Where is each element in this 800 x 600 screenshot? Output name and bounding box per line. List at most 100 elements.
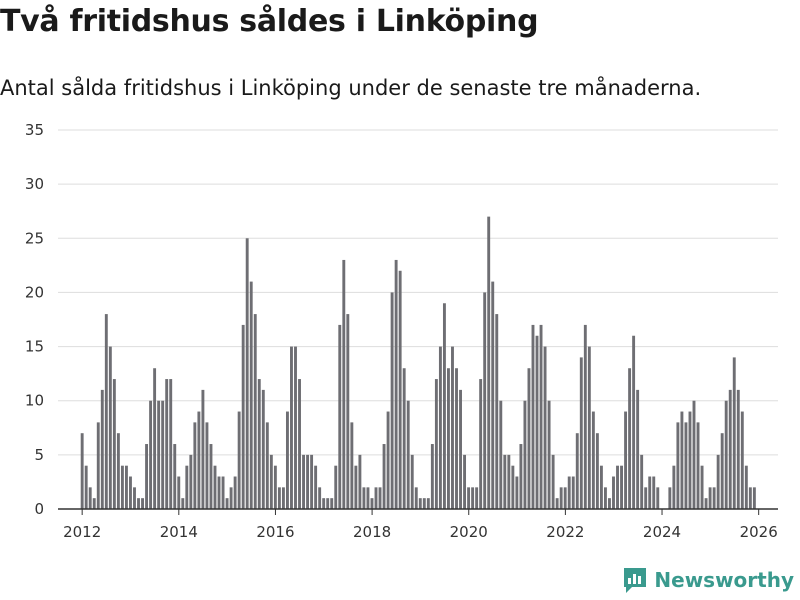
bar <box>438 346 442 509</box>
bar <box>656 487 660 509</box>
y-tick-label: 20 <box>25 283 44 301</box>
y-tick-label: 35 <box>25 121 44 139</box>
y-tick-label: 5 <box>34 446 44 464</box>
bar <box>648 476 652 509</box>
bar <box>318 487 322 509</box>
bar <box>241 324 245 509</box>
bar <box>426 498 430 509</box>
bar <box>406 400 410 509</box>
bar <box>245 238 249 510</box>
bar <box>310 454 314 509</box>
bar <box>96 422 100 509</box>
bar <box>382 444 386 509</box>
bar <box>116 433 120 509</box>
bar <box>285 411 289 509</box>
bar <box>141 498 144 509</box>
x-tick-label: 2022 <box>546 523 584 541</box>
bar <box>479 379 483 509</box>
bar <box>447 368 450 509</box>
bar <box>366 487 370 509</box>
bar <box>104 314 108 509</box>
y-tick-label: 25 <box>25 229 44 247</box>
bar <box>430 444 434 509</box>
bar <box>511 465 515 509</box>
bar <box>354 465 358 509</box>
bar <box>744 465 748 509</box>
bar <box>595 433 599 509</box>
x-tick-label: 2014 <box>160 523 198 541</box>
bar <box>475 487 479 509</box>
bar <box>157 400 161 509</box>
brand-name: Newsworthy <box>654 568 794 592</box>
bar <box>463 454 467 509</box>
y-tick-label: 15 <box>25 338 44 356</box>
bar <box>108 346 112 509</box>
bar <box>137 498 140 509</box>
bar <box>410 454 414 509</box>
bar <box>483 292 487 509</box>
chart-subtitle: Antal sålda fritidshus i Linköping under… <box>0 76 702 100</box>
x-tick-label: 2018 <box>353 523 391 541</box>
bar <box>326 498 330 509</box>
bar <box>153 368 157 509</box>
bar <box>261 389 265 509</box>
bar <box>555 498 559 509</box>
bar <box>652 476 656 509</box>
bar <box>704 498 708 509</box>
bar <box>563 487 567 509</box>
bar <box>294 346 297 509</box>
bar <box>414 487 418 509</box>
bar <box>527 368 531 509</box>
bar <box>269 454 273 509</box>
bar <box>209 444 213 509</box>
bar <box>491 281 495 509</box>
x-tick-label: 2020 <box>450 523 488 541</box>
bar <box>322 498 326 509</box>
y-tick-label: 30 <box>25 175 44 193</box>
bar <box>716 454 720 509</box>
bar <box>543 346 547 509</box>
bar <box>700 465 704 509</box>
bar <box>253 314 257 509</box>
bar <box>551 454 555 509</box>
bar <box>535 335 539 509</box>
bar <box>233 476 237 509</box>
bar <box>531 324 535 509</box>
bar <box>567 476 571 509</box>
bar <box>632 335 636 509</box>
bar <box>418 498 422 509</box>
bar <box>422 498 426 509</box>
bar <box>748 487 752 509</box>
bar <box>330 498 334 509</box>
bar <box>173 444 177 509</box>
bar <box>133 487 136 509</box>
y-tick-label: 0 <box>34 500 44 518</box>
bar <box>350 422 354 509</box>
bar <box>370 498 374 509</box>
bar <box>169 379 173 509</box>
bar <box>217 476 221 509</box>
bar <box>129 476 132 509</box>
bar <box>197 411 201 509</box>
bar <box>277 487 281 509</box>
bar <box>620 465 623 509</box>
brand-logo: Newsworthy <box>622 566 794 594</box>
bar <box>547 400 551 509</box>
bar <box>237 411 241 509</box>
bar <box>451 346 454 509</box>
x-tick-label: 2012 <box>63 523 101 541</box>
bar <box>213 465 217 509</box>
bar <box>92 498 96 509</box>
bar <box>149 400 153 509</box>
bar <box>193 422 197 509</box>
bar <box>503 454 507 509</box>
bar <box>394 259 398 509</box>
bar <box>161 400 165 509</box>
bar <box>587 346 591 509</box>
bar <box>84 465 88 509</box>
bar <box>434 379 438 509</box>
bar <box>724 400 728 509</box>
bar <box>612 476 615 509</box>
bar <box>752 487 756 509</box>
